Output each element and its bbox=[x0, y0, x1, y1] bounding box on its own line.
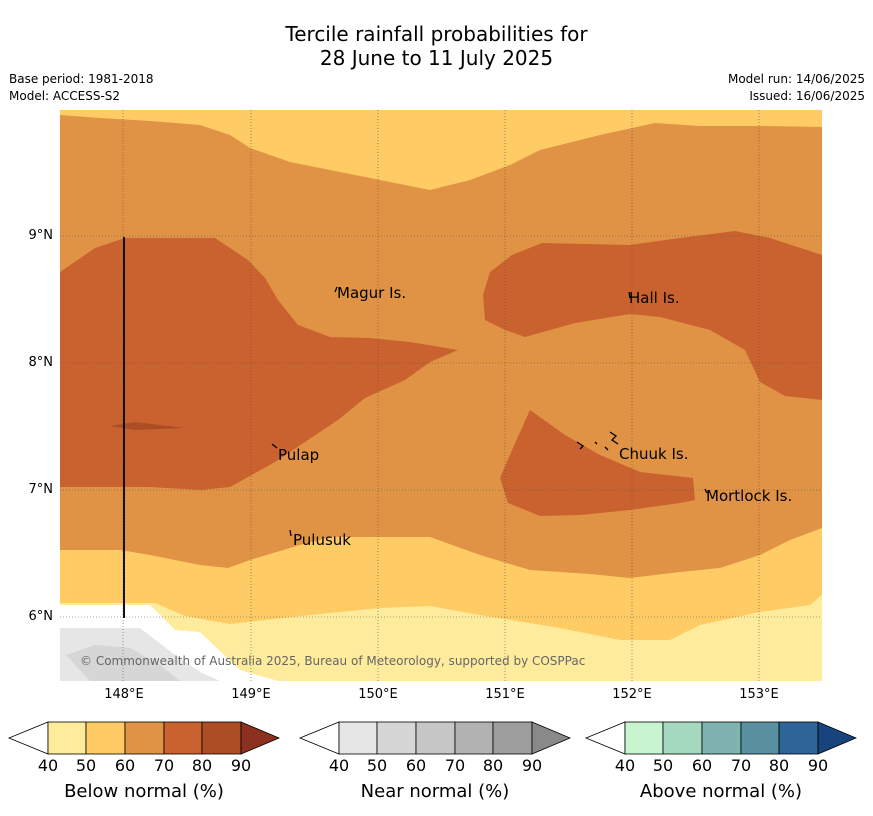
cb-below-tick: 80 bbox=[191, 756, 213, 775]
meta-left: Base period: 1981-2018 Model: ACCESS-S2 bbox=[9, 71, 154, 105]
colorbar-near bbox=[298, 721, 572, 755]
cb-above-extend-high bbox=[817, 721, 858, 755]
cb-below-tick: 60 bbox=[114, 756, 136, 775]
cb-near-title: Near normal (%) bbox=[360, 781, 510, 802]
label-magur: Magur Is. bbox=[337, 284, 406, 302]
cb-below-50 bbox=[85, 721, 126, 755]
cb-above-title: Above normal (%) bbox=[639, 781, 803, 802]
base-period: Base period: 1981-2018 bbox=[9, 72, 154, 86]
cb-above-tick: 60 bbox=[691, 756, 713, 775]
cb-above-tick: 70 bbox=[730, 756, 752, 775]
cb-above-tick: 90 bbox=[807, 756, 829, 775]
cb-near-extend-low bbox=[298, 721, 340, 755]
lat-label-6n: 6°N bbox=[28, 609, 54, 624]
label-hall: Hall Is. bbox=[629, 289, 680, 307]
zone-below-70-80-chuuk bbox=[500, 410, 695, 516]
cb-below-extend-low bbox=[7, 721, 49, 755]
lat-label-7n: 7°N bbox=[28, 482, 54, 497]
cb-below-tick: 90 bbox=[230, 756, 252, 775]
cb-below-tick: 70 bbox=[153, 756, 175, 775]
cb-below-tick: 40 bbox=[37, 756, 59, 775]
label-pulusuk: Pulusuk bbox=[293, 531, 351, 549]
cb-above-50 bbox=[662, 721, 703, 755]
model-run: Model run: 14/06/2025 bbox=[727, 72, 865, 86]
cb-near-70 bbox=[454, 721, 494, 755]
cb-near-tick: 70 bbox=[444, 756, 466, 775]
zone-below-80-90 bbox=[110, 422, 185, 430]
label-chuuk: Chuuk Is. bbox=[619, 445, 688, 463]
model-name: Model: ACCESS-S2 bbox=[9, 89, 121, 103]
issued-date: Issued: 16/06/2025 bbox=[749, 89, 865, 103]
label-mortlock: Mortlock Is. bbox=[706, 487, 792, 505]
cb-above-extend-low bbox=[584, 721, 626, 755]
cb-above-tick: 80 bbox=[768, 756, 790, 775]
cb-above-70 bbox=[740, 721, 780, 755]
cb-above-tick: 50 bbox=[652, 756, 674, 775]
lon-label-152e: 152°E bbox=[612, 687, 652, 702]
lon-label-148e: 148°E bbox=[104, 687, 144, 702]
cb-near-tick: 60 bbox=[405, 756, 427, 775]
title-line-1: Tercile rainfall probabilities for bbox=[285, 22, 588, 46]
meta-right: Model run: 14/06/2025 Issued: 16/06/2025 bbox=[728, 71, 865, 105]
lat-label-8n: 8°N bbox=[28, 355, 54, 370]
cb-below-extend-high bbox=[240, 721, 281, 755]
label-pulap: Pulap bbox=[278, 446, 319, 464]
cb-near-50 bbox=[376, 721, 417, 755]
cb-below-40 bbox=[47, 721, 87, 755]
cb-below-60 bbox=[124, 721, 165, 755]
cb-below-80 bbox=[201, 721, 242, 755]
island-markers bbox=[271, 286, 708, 537]
cb-near-80 bbox=[492, 721, 533, 755]
lon-label-150e: 150°E bbox=[358, 687, 398, 702]
cb-near-tick: 80 bbox=[482, 756, 504, 775]
title-line-2: 28 June to 11 July 2025 bbox=[319, 46, 554, 70]
cb-near-extend-high bbox=[531, 721, 572, 755]
map-title: Tercile rainfall probabilities for 28 Ju… bbox=[0, 22, 873, 70]
lat-label-9n: 9°N bbox=[28, 228, 54, 243]
lon-label-153e: 153°E bbox=[739, 687, 779, 702]
cb-above-tick: 40 bbox=[614, 756, 636, 775]
copyright-text: © Commonwealth of Australia 2025, Bureau… bbox=[80, 654, 585, 668]
colorbar-below bbox=[7, 721, 281, 755]
cb-near-tick: 50 bbox=[366, 756, 388, 775]
map-area bbox=[60, 110, 822, 681]
cb-near-tick: 40 bbox=[328, 756, 350, 775]
cb-above-80 bbox=[778, 721, 819, 755]
zone-below-70-80-ne bbox=[483, 231, 822, 400]
cb-below-70 bbox=[163, 721, 203, 755]
lon-label-151e: 151°E bbox=[485, 687, 525, 702]
cb-below-title: Below normal (%) bbox=[64, 781, 224, 802]
lon-label-149e: 149°E bbox=[231, 687, 271, 702]
cb-near-tick: 90 bbox=[521, 756, 543, 775]
cb-above-60 bbox=[701, 721, 742, 755]
cb-above-40 bbox=[624, 721, 664, 755]
cb-below-tick: 50 bbox=[75, 756, 97, 775]
graticule bbox=[60, 110, 822, 681]
cb-near-40 bbox=[338, 721, 378, 755]
colorbar-above bbox=[584, 721, 858, 755]
cb-near-60 bbox=[415, 721, 456, 755]
